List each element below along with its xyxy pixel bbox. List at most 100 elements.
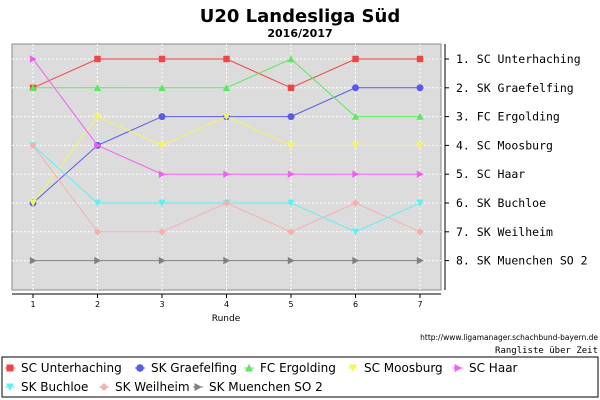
data-point-marker <box>287 113 295 121</box>
data-point-marker <box>287 228 295 236</box>
axes: 1 2 3 4 5 6 7 <box>12 44 449 309</box>
data-point-marker <box>349 364 357 372</box>
data-point-marker <box>351 228 360 236</box>
x-tick-label: 4 <box>224 300 229 309</box>
data-point-marker <box>158 256 166 265</box>
y-tick-label: 6. SK Buchloe <box>456 196 546 210</box>
data-point-marker <box>245 364 253 372</box>
chart-subtitle: 2016/2017 <box>267 27 332 40</box>
x-tick-label: 2 <box>95 300 100 309</box>
data-point-marker <box>222 113 231 121</box>
data-point-marker <box>287 199 295 207</box>
data-point-marker <box>223 256 231 265</box>
data-point-marker <box>6 364 14 372</box>
x-axis-label: Runde <box>212 314 241 324</box>
legend-item: FC Ergolding <box>244 361 336 375</box>
data-point-marker <box>136 364 144 372</box>
data-point-marker <box>416 142 424 150</box>
x-tick-label: 6 <box>353 300 358 309</box>
data-point-marker <box>158 55 166 63</box>
data-point-marker <box>454 364 462 372</box>
data-point-marker <box>158 113 166 121</box>
data-point-marker <box>416 199 424 207</box>
data-point-marker <box>416 228 424 236</box>
data-point-marker <box>416 55 424 63</box>
y-tick-label: 2. SK Graefelfing <box>456 81 574 95</box>
data-point-marker <box>100 383 108 391</box>
series-3 <box>29 113 424 207</box>
data-point-marker <box>93 228 102 236</box>
data-point-marker <box>416 84 424 92</box>
legend-label: SK Muenchen SO 2 <box>209 380 323 394</box>
data-point-marker <box>158 142 166 150</box>
data-point-marker <box>194 383 202 391</box>
y-tick-labels: 1. SC Unterhaching 2. SK Graefelfing 3. FC… <box>456 52 588 268</box>
data-point-marker <box>29 199 37 207</box>
series-6 <box>29 141 424 236</box>
y-tick-label: 5. SC Haar <box>456 167 525 181</box>
data-point-marker <box>351 112 360 120</box>
data-point-marker <box>158 84 166 91</box>
legend-label: SK Graefelfing <box>151 361 237 375</box>
legend-item: SK Buchloe <box>5 380 88 394</box>
chart-title: U20 Landesliga Süd <box>200 6 400 27</box>
data-point-marker <box>287 142 295 150</box>
data-point-marker <box>416 170 424 178</box>
data-point-marker <box>287 84 295 91</box>
legend-box <box>1 356 599 398</box>
data-point-marker <box>352 170 360 178</box>
legend-item: SK Muenchen SO 2 <box>193 380 323 394</box>
legend-label: SK Weilheim <box>115 380 190 394</box>
source-text: http://www.ligamanager.schachbund-bayern… <box>420 333 598 342</box>
data-point-marker <box>158 228 166 236</box>
series-2 <box>29 55 424 120</box>
x-tick-label: 7 <box>417 300 422 309</box>
legend-item: SK Graefelfing <box>135 361 237 375</box>
series-4 <box>29 55 424 178</box>
data-point-marker <box>416 256 424 265</box>
legend-label: FC Ergolding <box>260 361 336 375</box>
data-point-marker <box>29 55 37 63</box>
data-point-marker <box>29 84 37 91</box>
data-point-marker <box>94 256 102 265</box>
data-point-marker <box>6 383 14 391</box>
series-7 <box>29 256 424 265</box>
legend-item: SK Weilheim <box>99 380 190 394</box>
data-point-marker <box>222 84 231 91</box>
y-tick-label: 1. SC Unterhaching <box>456 52 581 66</box>
x-tick-label: 5 <box>288 300 293 309</box>
data-point-marker <box>352 84 359 92</box>
data-point-marker <box>93 199 102 207</box>
y-tick-label: 8. SK Muenchen SO 2 <box>456 254 588 268</box>
data-point-marker <box>352 256 360 265</box>
data-point-marker <box>93 113 102 121</box>
chart-caption: Rangliste über Zeit <box>495 346 598 356</box>
data-point-marker <box>29 141 37 150</box>
data-point-marker <box>158 199 166 207</box>
legend-label: SK Buchloe <box>21 380 88 394</box>
data-point-marker <box>223 170 231 178</box>
data-point-marker <box>158 170 166 178</box>
data-point-marker <box>94 55 101 63</box>
legend-label: SC Haar <box>469 361 518 375</box>
data-point-marker <box>287 170 295 178</box>
data-point-marker <box>222 199 231 207</box>
data-point-marker <box>287 55 295 63</box>
data-point-marker <box>29 256 37 265</box>
data-point-marker <box>287 256 295 265</box>
y-tick-label: 7. SK Weilheim <box>456 225 553 239</box>
series-layer <box>29 55 424 265</box>
data-point-marker <box>223 55 230 63</box>
y-tick-label: 4. SC Moosburg <box>456 138 553 152</box>
legend: SC Unterhaching SK Graefelfing FC Ergoldin… <box>5 361 518 394</box>
data-point-marker <box>94 141 102 150</box>
data-point-marker <box>352 55 359 63</box>
legend-item: SC Unterhaching <box>5 361 122 375</box>
x-tick-label: 1 <box>30 300 35 309</box>
data-point-marker <box>351 199 360 207</box>
data-point-marker <box>93 84 102 91</box>
data-point-marker <box>416 112 424 120</box>
legend-label: SC Unterhaching <box>21 361 122 375</box>
x-tick-label: 3 <box>159 300 164 309</box>
